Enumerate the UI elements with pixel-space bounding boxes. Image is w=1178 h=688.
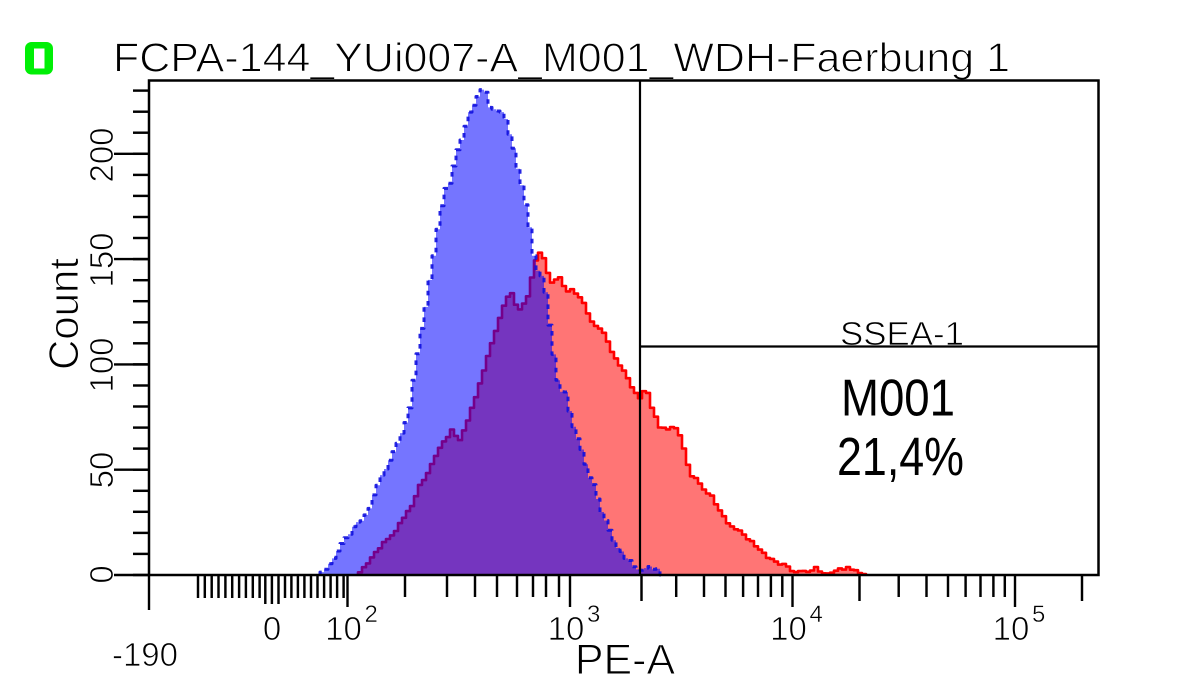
svg-text:2: 2: [365, 601, 378, 628]
svg-text:Count: Count: [40, 258, 87, 370]
svg-text:M001: M001: [841, 370, 955, 428]
svg-text:-190: -190: [112, 636, 178, 673]
svg-text:FCPA-144_YUi007-A_M001_WDH-Fae: FCPA-144_YUi007-A_M001_WDH-Faerbung 1: [113, 35, 1010, 81]
svg-text:4: 4: [810, 601, 823, 628]
svg-text:10: 10: [548, 610, 585, 647]
svg-text:10: 10: [993, 610, 1030, 647]
svg-text:10: 10: [770, 610, 807, 647]
svg-text:50: 50: [83, 452, 120, 489]
svg-text:10: 10: [325, 610, 362, 647]
svg-text:21,4%: 21,4%: [837, 427, 964, 487]
svg-text:5: 5: [1032, 601, 1045, 628]
svg-text:3: 3: [587, 601, 600, 628]
svg-text:0: 0: [263, 610, 281, 647]
svg-text:0: 0: [83, 565, 120, 583]
svg-text:PE-A: PE-A: [575, 636, 676, 684]
